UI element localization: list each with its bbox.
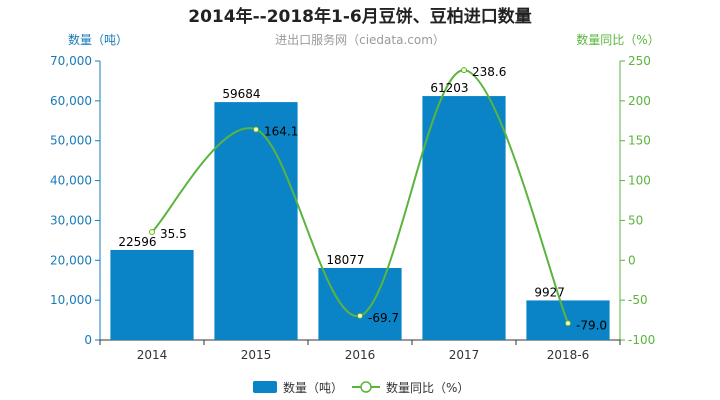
bar-value-label: 59684 [222, 87, 260, 101]
right-tick-label: -100 [628, 333, 655, 347]
bar-value-label: 9927 [534, 285, 565, 299]
x-tick-label: 2016 [345, 348, 376, 362]
bar-value-label: 22596 [118, 235, 156, 249]
bar [110, 249, 194, 340]
bar-series [110, 96, 610, 340]
left-tick-label: 10,000 [50, 293, 92, 307]
bar [318, 267, 402, 340]
left-tick-label: 60,000 [50, 94, 92, 108]
line-point [565, 320, 571, 327]
axes: 0 10,000 20,000 30,000 40,000 50,000 60,000 70,… [50, 54, 655, 362]
right-tick-label: 200 [628, 94, 651, 108]
right-tick-label: 250 [628, 54, 651, 68]
line-value-label: 35.5 [160, 227, 187, 241]
x-tick-label: 2017 [449, 348, 480, 362]
left-tick-label: 20,000 [50, 253, 92, 267]
line-point [149, 228, 155, 235]
legend-bar-swatch [253, 381, 277, 393]
x-tick-label: 2015 [241, 348, 272, 362]
legend-line-label: 数量同比（%） [386, 380, 469, 395]
right-axis-title: 数量同比（%） [576, 32, 659, 47]
right-tick-label: -50 [628, 293, 648, 307]
left-tick-label: 70,000 [50, 54, 92, 68]
bar [526, 300, 610, 340]
legend-line-marker [360, 381, 372, 393]
left-tick-label: 50,000 [50, 134, 92, 148]
line-point [461, 67, 467, 74]
line-point [253, 126, 259, 133]
line-point [357, 312, 363, 319]
yoy-line [151, 69, 569, 324]
left-tick-label: 40,000 [50, 174, 92, 188]
line-value-label: 238.6 [472, 65, 506, 79]
right-tick-label: 50 [628, 213, 643, 227]
line-value-label: -79.0 [576, 318, 607, 332]
bar-value-label: 61203 [430, 81, 468, 95]
left-tick-label: 0 [84, 333, 92, 347]
right-tick-label: 150 [628, 134, 651, 148]
bar [214, 102, 298, 340]
right-tick-label: 0 [628, 253, 636, 267]
bar [422, 96, 506, 340]
left-axis-title: 数量（吨） [68, 32, 128, 47]
chart-subtitle: 进出口服务网（ciedata.com） [275, 32, 445, 47]
x-tick-label: 2018-6 [547, 348, 590, 362]
bar-value-label: 18077 [326, 253, 364, 267]
legend-bar-label: 数量（吨） [283, 380, 343, 395]
left-tick-label: 30,000 [50, 213, 92, 227]
x-tick-label: 2014 [137, 348, 168, 362]
line-series [149, 67, 571, 327]
right-tick-label: 100 [628, 174, 651, 188]
legend: 数量（吨） 数量同比（%） [253, 380, 469, 395]
chart-title: 2014年--2018年1-6月豆饼、豆柏进口数量 [188, 6, 531, 27]
line-value-label: -69.7 [368, 311, 399, 325]
line-value-label: 164.1 [264, 124, 298, 138]
data-labels: 22596 59684 18077 61203 9927 35.5 164.1 -69.7 23… [118, 65, 607, 332]
